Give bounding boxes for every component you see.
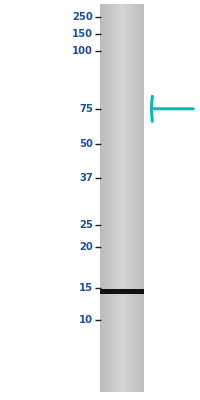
Bar [135, 4, 136, 392]
Bar [143, 4, 144, 392]
Text: 20: 20 [79, 242, 93, 252]
Bar [112, 4, 113, 392]
Bar [100, 4, 101, 392]
Bar [133, 4, 134, 392]
Bar [124, 4, 125, 392]
Bar [143, 4, 144, 392]
Bar [132, 4, 133, 392]
Bar [103, 4, 104, 392]
Bar [127, 4, 128, 392]
Text: 50: 50 [79, 139, 93, 149]
Bar [125, 4, 126, 392]
Text: 150: 150 [72, 29, 93, 39]
Bar [105, 4, 106, 392]
Bar [121, 4, 122, 392]
Bar [120, 4, 121, 392]
Bar [104, 4, 105, 392]
Bar [116, 4, 117, 392]
Bar [126, 4, 127, 392]
Bar [123, 4, 124, 392]
Bar [137, 4, 138, 392]
Bar [118, 4, 119, 392]
Bar [100, 289, 144, 294]
Bar [111, 4, 112, 392]
Bar [132, 4, 133, 392]
Bar [104, 4, 105, 392]
Text: 15: 15 [79, 283, 93, 293]
Bar [142, 4, 143, 392]
Bar [137, 4, 138, 392]
Bar [139, 4, 140, 392]
Bar [117, 4, 118, 392]
Bar [116, 4, 117, 392]
Bar [106, 4, 107, 392]
Bar [125, 4, 126, 392]
Bar [102, 4, 103, 392]
Bar [126, 4, 127, 392]
Bar [120, 4, 121, 392]
Bar [108, 4, 109, 392]
Bar [138, 4, 139, 392]
Bar [129, 4, 130, 392]
Bar [113, 4, 114, 392]
Text: 37: 37 [79, 173, 93, 183]
Bar [140, 4, 141, 392]
Bar [114, 4, 115, 392]
Text: 10: 10 [79, 315, 93, 325]
Bar [103, 4, 104, 392]
Bar [142, 4, 143, 392]
Bar [128, 4, 129, 392]
Bar [109, 4, 110, 392]
Bar [115, 4, 116, 392]
Bar [121, 4, 122, 392]
Bar [107, 4, 108, 392]
Bar [122, 4, 123, 392]
Text: 250: 250 [72, 12, 93, 22]
Bar [109, 4, 110, 392]
Bar [110, 4, 111, 392]
Text: 100: 100 [72, 46, 93, 56]
Bar [138, 4, 139, 392]
Text: 75: 75 [79, 104, 93, 114]
Bar [101, 4, 102, 392]
Bar [136, 4, 137, 392]
Bar [115, 4, 116, 392]
Bar [130, 4, 131, 392]
Bar [131, 4, 132, 392]
Bar [110, 4, 111, 392]
Text: 25: 25 [79, 220, 93, 230]
Bar [131, 4, 132, 392]
Bar [119, 4, 120, 392]
Bar [141, 4, 142, 392]
Bar [134, 4, 135, 392]
